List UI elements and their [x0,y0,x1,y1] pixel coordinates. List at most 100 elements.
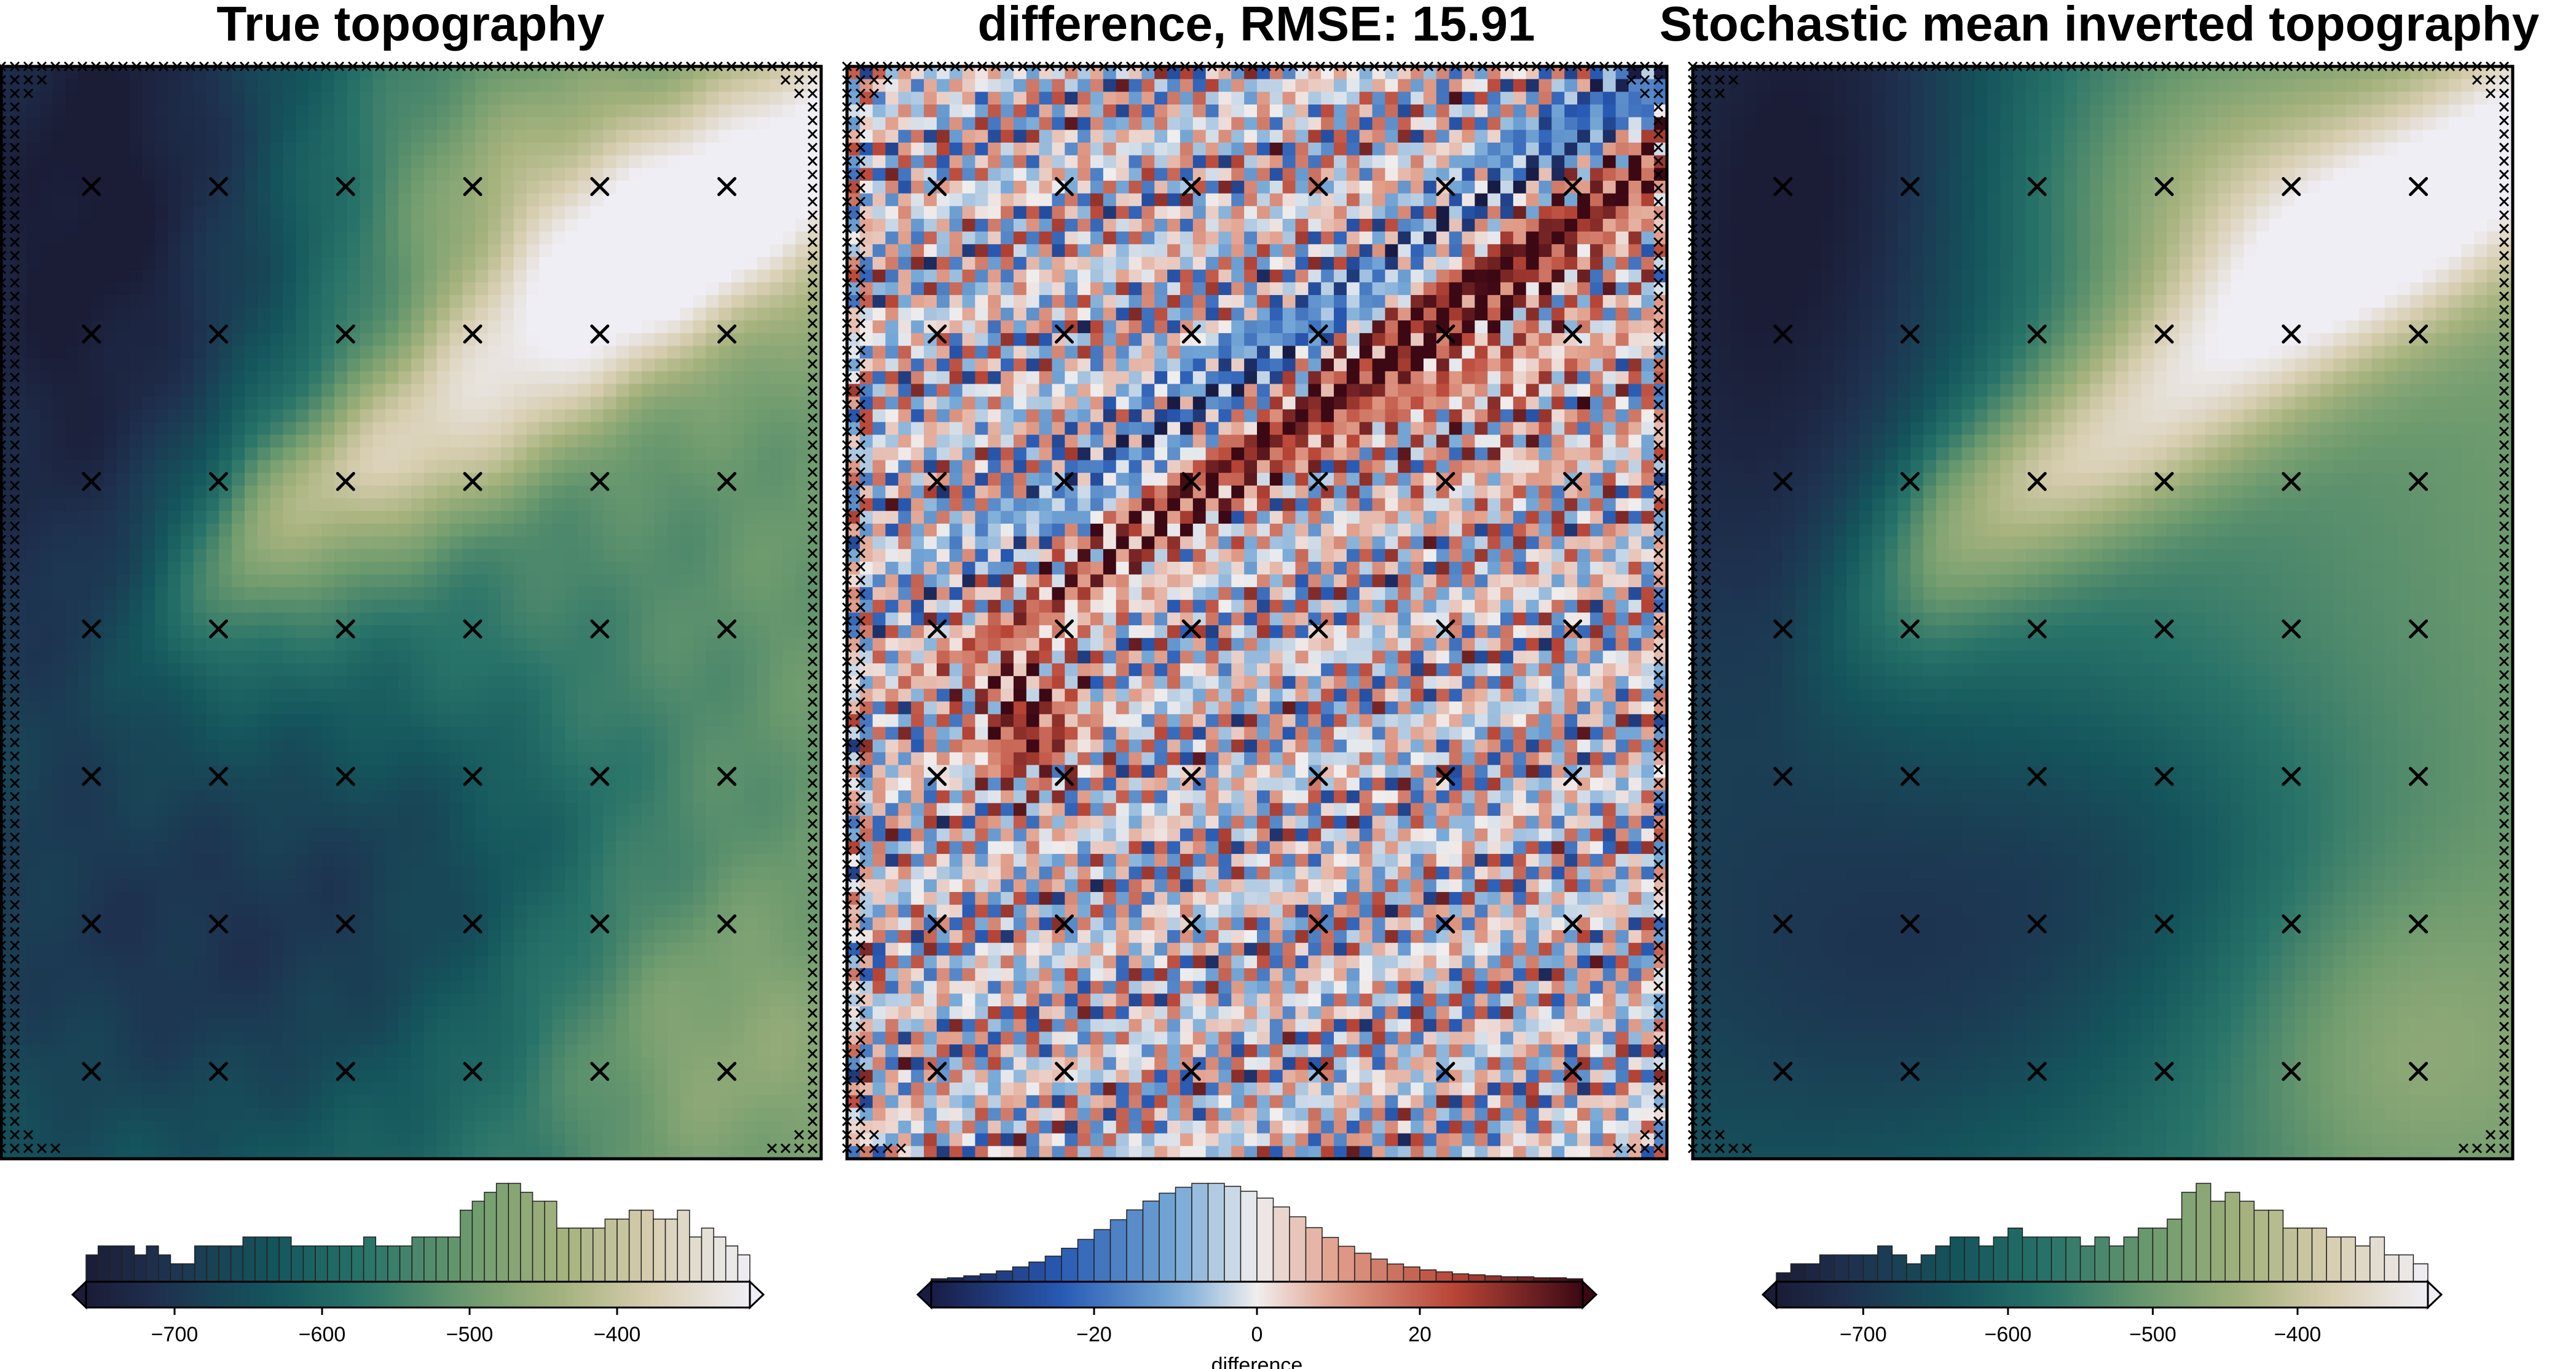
true-topography-cell [655,688,668,702]
true-topography-cell [770,333,784,347]
true-topography-cell [372,828,386,842]
true-topography-cell [513,79,527,92]
true-topography-cell [232,714,245,728]
true-topography-cell [808,663,822,677]
true-topography-cell [693,879,706,893]
true-topography-cell [193,1006,207,1020]
true-topography-cell [436,561,451,575]
true-topography-cell [65,155,79,168]
true-topography-cell [552,92,565,105]
true-topography-cell [385,574,399,588]
true-topography-cell [436,180,451,194]
true-topography-cell [347,384,361,397]
true-topography-cell [577,955,591,969]
true-topography-cell [770,180,784,194]
true-topography-cell [39,130,53,143]
true-topography-cell [795,574,809,588]
true-topography-cell [667,104,681,118]
true-topography-cell [500,828,514,842]
true-topography-cell [488,256,502,270]
true-topography-cell [693,574,706,588]
true-topography-cell [385,447,399,461]
true-topography-cell [257,117,271,130]
true-topography-cell [116,663,130,677]
true-topography-cell [667,206,681,219]
true-topography-cell [757,142,771,156]
true-topography-cell [26,854,41,867]
true-topography-cell [206,1019,219,1032]
true-topography-cell [577,409,591,423]
true-topography-cell [309,574,322,588]
true-topography-cell [398,803,412,816]
true-topography-cell [500,384,514,397]
true-topography-cell [782,333,796,347]
true-topography-cell [206,282,219,296]
true-topography-cell [500,688,514,702]
true-topography-cell [270,765,284,778]
true-topography-cell [526,117,540,130]
true-topography-cell [78,561,92,575]
true-topography-cell [334,740,348,753]
true-topography-cell [526,828,540,842]
true-topography-cell [731,727,745,740]
true-topography-cell [245,180,258,194]
true-topography-cell [744,892,758,905]
true-topography-cell [757,104,771,118]
true-topography-cell [270,879,284,893]
true-topography-cell [552,1032,565,1045]
true-topography-cell [757,396,771,410]
true-topography-cell [334,574,348,588]
true-topography-cell [309,180,322,194]
true-topography-cell [167,256,181,270]
true-topography-cell [245,1006,258,1020]
true-topography-cell [309,599,322,613]
true-topography-cell [436,637,451,652]
true-topography-cell [731,790,745,804]
true-topography-cell [795,740,809,753]
true-topography-cell [757,523,771,537]
true-topography-cell [206,701,219,715]
true-topography-cell [245,727,258,740]
true-topography-cell [565,384,578,397]
true-topography-cell [719,193,732,207]
true-topography-cell [642,841,655,854]
true-topography-cell [116,612,130,626]
true-topography-cell [693,980,706,994]
true-topography-cell [513,917,527,931]
true-topography-cell [603,422,617,435]
true-topography-cell [334,371,348,385]
true-topography-cell [347,536,361,550]
true-topography-cell [116,206,130,219]
true-topography-cell [219,104,232,118]
true-topography-cell [14,523,28,537]
true-topography-cell [449,460,463,473]
true-topography-cell [655,765,668,778]
true-topography-cell [321,92,335,105]
true-topography-cell [475,1006,489,1020]
true-topography-cell [155,206,168,219]
true-topography-cell [436,676,451,690]
true-topography-cell [808,92,822,105]
true-topography-cell [116,511,130,524]
true-topography-cell [398,384,412,397]
true-topography-cell [770,384,784,397]
true-topography-cell [616,498,629,511]
true-topography-cell [539,968,553,982]
true-topography-cell [449,256,463,270]
true-topography-cell [296,803,309,816]
true-topography-cell [744,282,758,296]
true-topography-cell [693,511,706,524]
true-topography-cell [321,320,335,334]
true-topography-cell [616,587,629,601]
true-topography-cell [142,168,156,181]
true-topography-cell [680,968,694,982]
true-topography-cell [360,1019,374,1032]
true-topography-cell [129,930,143,944]
true-topography-cell [565,485,578,499]
true-topography-cell [449,435,463,448]
true-topography-cell [462,523,476,537]
true-topography-cell [565,447,578,461]
true-topography-cell [577,549,591,562]
true-topography-cell [39,231,53,245]
true-topography-cell [552,485,565,499]
